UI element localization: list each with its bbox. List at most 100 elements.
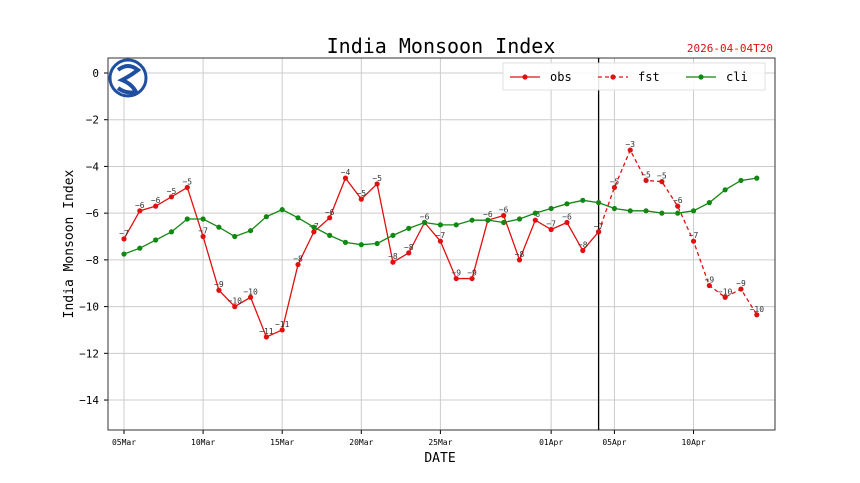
obs-point <box>358 196 364 202</box>
x-tick-label: 20Mar <box>349 438 373 447</box>
legend-box <box>502 62 766 91</box>
cli-point <box>390 232 396 238</box>
cli-point <box>532 210 538 216</box>
fst-line <box>597 148 758 316</box>
cli-point <box>738 177 744 184</box>
fst-data-label: −5 <box>641 170 651 179</box>
obs-point <box>437 238 443 244</box>
y-tick-label: −14 <box>79 394 99 407</box>
obs-point <box>279 327 285 333</box>
y-tick-label: −4 <box>86 160 100 173</box>
cli-point <box>406 225 412 231</box>
obs-point <box>263 334 269 340</box>
cli-point <box>342 239 349 245</box>
obs-point <box>342 175 349 181</box>
cli-point <box>247 228 254 234</box>
cli-point <box>722 187 728 193</box>
cli-point <box>358 242 364 248</box>
obs-data-label: −8 <box>388 252 398 261</box>
obs-point <box>137 208 143 214</box>
x-tick-label: 10Mar <box>191 438 215 447</box>
chart-title: India Monsoon Index <box>327 34 556 58</box>
obs-data-label: −8 <box>578 241 588 250</box>
y-tick-label: 0 <box>92 67 99 80</box>
obs-point <box>374 181 380 187</box>
cli-point <box>153 237 159 243</box>
fst-point <box>611 184 618 191</box>
obs-data-label: −8 <box>515 250 525 259</box>
y-tick-label: −12 <box>79 347 99 360</box>
y-tick-label: −10 <box>79 301 99 314</box>
obs-data-label: −6 <box>499 205 509 214</box>
cli-point <box>564 201 570 207</box>
logo-swirl <box>116 64 142 95</box>
y-axis-label: India Monsoon Index <box>62 169 77 318</box>
cli-point <box>469 217 475 223</box>
obs-point <box>564 219 570 226</box>
cli-point <box>643 208 649 214</box>
fst-point <box>722 294 728 300</box>
obs-point <box>121 236 127 242</box>
fst-point <box>706 282 712 289</box>
fst-data-label: −3 <box>625 140 635 149</box>
fst-data-label: −9 <box>705 276 715 285</box>
legend-label-cli: cli <box>726 70 748 84</box>
obs-point <box>200 233 206 240</box>
obs-data-label: −7 <box>119 229 129 238</box>
obs-point <box>390 259 396 265</box>
obs-data-label: −7 <box>546 220 556 229</box>
x-axis-label: DATE <box>424 451 455 466</box>
obs-point <box>406 250 412 256</box>
cli-point <box>421 219 428 226</box>
obs-point <box>580 247 586 254</box>
obs-data-label: −5 <box>372 174 382 183</box>
fst-point <box>675 203 681 209</box>
fst-point <box>738 286 744 292</box>
cli-point <box>437 222 443 228</box>
cli-point <box>327 232 333 238</box>
obs-point <box>232 304 238 310</box>
cli-point <box>675 210 681 216</box>
obs-data-label: −8 <box>293 255 303 264</box>
fst-data-label: −9 <box>736 279 746 288</box>
fst-point <box>627 147 633 153</box>
cli-point <box>453 222 459 228</box>
cli-point <box>690 208 697 214</box>
cli-point <box>580 197 586 203</box>
obs-data-label: −7 <box>436 231 446 240</box>
cli-point <box>184 216 190 222</box>
obs-data-label: −6 <box>420 213 430 222</box>
y-tick-label: −6 <box>86 207 99 220</box>
obs-data-label: −11 <box>275 320 290 329</box>
fst-point <box>643 177 649 184</box>
legend-label-obs: obs <box>550 70 572 84</box>
obs-point <box>168 194 175 200</box>
x-tick-label: 25Mar <box>428 438 452 447</box>
obs-data-label: −9 <box>467 269 477 278</box>
cli-point <box>200 216 206 222</box>
obs-point <box>184 184 190 191</box>
cli-point <box>611 205 618 212</box>
fst-point <box>659 179 665 185</box>
fst-data-label: −5 <box>610 177 620 186</box>
obs-data-label: −10 <box>243 287 258 296</box>
obs-data-label: −5 <box>167 187 177 196</box>
obs-data-label: −11 <box>259 327 274 336</box>
obs-data-label: −6 <box>562 213 572 222</box>
x-tick-label: 15Mar <box>270 438 294 447</box>
legend-marker-cli <box>698 74 704 80</box>
obs-data-label: −7 <box>198 227 208 236</box>
fst-data-label: −10 <box>750 305 765 314</box>
obs-data-label: −5 <box>182 177 192 186</box>
cli-point <box>754 175 760 181</box>
legend-marker-obs <box>522 74 528 80</box>
cli-point <box>485 217 491 223</box>
obs-point <box>327 215 333 221</box>
obs-data-label: −6 <box>325 208 335 217</box>
fst-data-label: −5 <box>657 172 667 181</box>
obs-point <box>153 203 159 209</box>
y-tick-label: −8 <box>86 254 99 267</box>
fst-data-label: −6 <box>673 196 683 205</box>
